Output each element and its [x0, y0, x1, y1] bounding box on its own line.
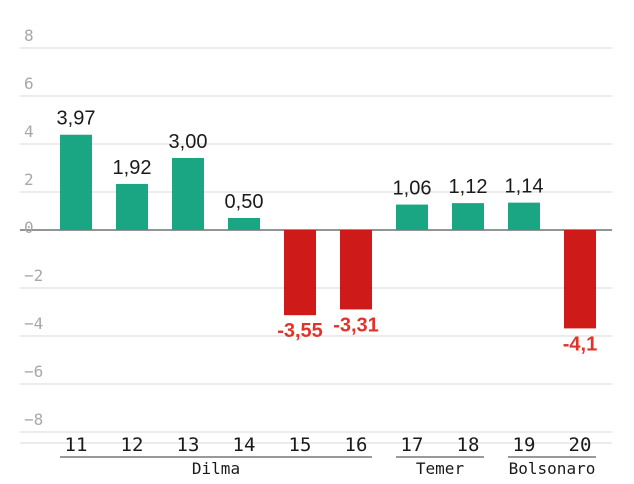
bar-20 [564, 230, 596, 329]
y-axis: 8 6 4 2 0 −2 −4 −6 −8 [24, 26, 43, 429]
data-label: -3,55 [277, 320, 323, 342]
x-tick-label: 20 [569, 434, 592, 456]
data-label: -4,1 [563, 333, 597, 355]
group-labels: Dilma Temer Bolsonaro [60, 456, 596, 478]
x-tick-label: 16 [345, 434, 368, 456]
y-tick-label: −8 [24, 410, 43, 429]
y-tick-label: 2 [24, 170, 34, 189]
data-label: -3,31 [333, 314, 379, 336]
bar-16 [340, 230, 372, 310]
bar-18 [452, 203, 484, 230]
x-tick-label: 12 [121, 434, 144, 456]
x-tick-label: 11 [65, 434, 88, 456]
x-tick-label: 17 [401, 434, 424, 456]
x-tick-label: 19 [513, 434, 536, 456]
x-tick-label: 15 [289, 434, 312, 456]
y-tick-label: 8 [24, 26, 34, 45]
bar-15 [284, 230, 316, 316]
x-tick-label: 14 [233, 434, 256, 456]
y-tick-label: −6 [24, 362, 43, 381]
y-tick-label: −4 [24, 314, 43, 333]
bar-17 [396, 204, 428, 230]
bar-19 [508, 202, 540, 230]
data-labels: 3,97 1,92 3,00 0,50 -3,55 -3,31 1,06 1,12 1,14 -4… [57, 108, 598, 356]
y-tick-label: −2 [24, 266, 43, 285]
data-label: 1,92 [113, 157, 152, 179]
x-tick-label: 18 [457, 434, 480, 456]
data-label: 1,06 [393, 178, 432, 200]
group-label: Temer [416, 459, 465, 478]
bar-12 [116, 183, 148, 230]
x-axis: 11 12 13 14 15 16 17 18 19 20 [65, 434, 592, 456]
data-label: 3,00 [169, 131, 208, 153]
bars [60, 134, 596, 329]
y-tick-label: 4 [24, 122, 34, 141]
bar-11 [60, 134, 92, 230]
y-tick-label: 0 [24, 218, 34, 237]
bar-13 [172, 158, 204, 230]
data-label: 1,12 [449, 176, 488, 198]
group-label: Bolsonaro [509, 459, 596, 478]
data-label: 0,50 [225, 191, 264, 213]
y-tick-label: 6 [24, 74, 34, 93]
bar-14 [228, 218, 260, 230]
group-label: Dilma [192, 459, 240, 478]
data-label: 1,14 [505, 176, 544, 198]
x-tick-label: 13 [177, 434, 200, 456]
data-label: 3,97 [57, 108, 96, 130]
